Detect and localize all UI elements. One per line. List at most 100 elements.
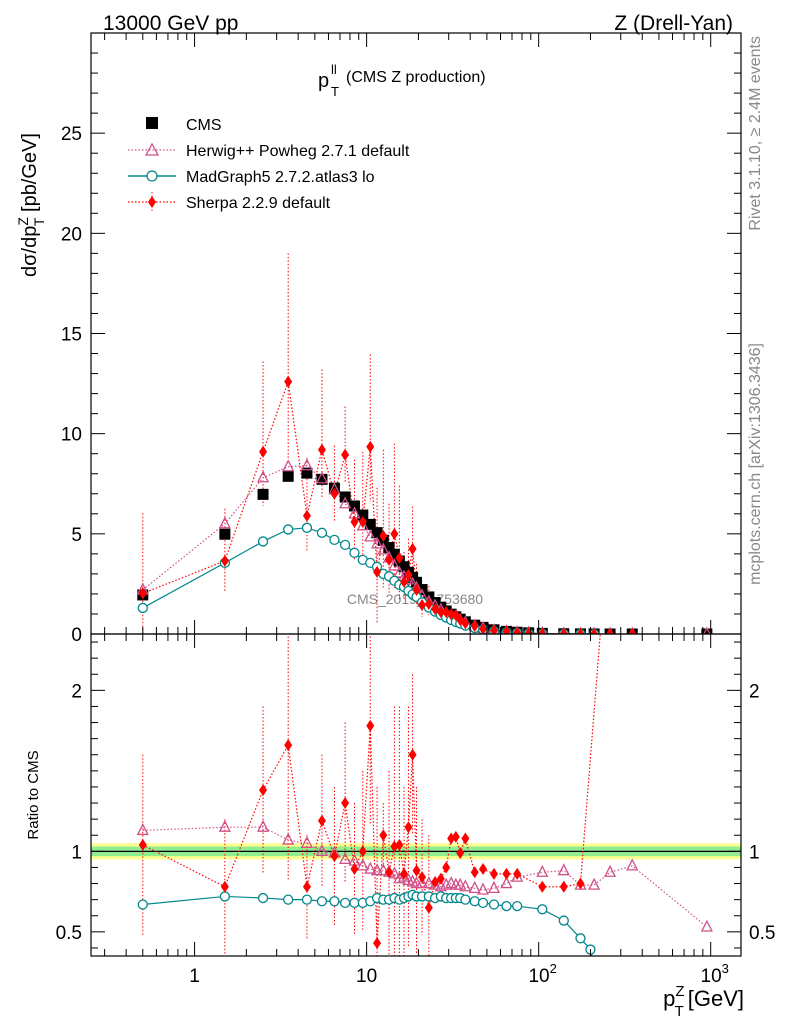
sherpa-point bbox=[412, 583, 421, 596]
title-rest: (CMS Z production) bbox=[346, 69, 486, 86]
legend-madgraph-marker bbox=[146, 170, 158, 182]
herwig-ratio-point bbox=[218, 819, 231, 832]
herwig-ratio-point bbox=[700, 919, 713, 932]
y-tick-label: 0 bbox=[71, 625, 82, 646]
sherpa-point bbox=[502, 625, 511, 634]
title-sub: T bbox=[331, 84, 339, 99]
cms-point bbox=[348, 500, 360, 512]
cms-point bbox=[257, 488, 269, 500]
sherpa-point bbox=[350, 515, 359, 528]
sherpa-point bbox=[373, 565, 382, 578]
sherpa-ratio-point bbox=[461, 832, 470, 845]
legend-cms-marker bbox=[146, 117, 158, 129]
legend-cms-label: CMS bbox=[186, 117, 222, 134]
sherpa-point bbox=[330, 487, 339, 500]
madgraph-point bbox=[339, 539, 351, 551]
x-tick-label-base: 10 bbox=[528, 966, 549, 987]
cms-point bbox=[364, 518, 376, 530]
sherpa-ratio-point bbox=[442, 861, 451, 874]
sherpa-ratio-point bbox=[302, 880, 311, 893]
legend-cms: CMS bbox=[146, 117, 222, 134]
sherpa-point bbox=[628, 627, 637, 634]
xlabel-sup: Z bbox=[675, 983, 684, 1000]
sherpa-ratio-point bbox=[373, 937, 382, 950]
cms-point bbox=[388, 548, 400, 560]
sherpa-point bbox=[395, 551, 404, 564]
sherpa-ratio-point bbox=[259, 784, 268, 797]
sherpa-ratio-point bbox=[379, 829, 388, 842]
x-tick-label-base: 10 bbox=[701, 966, 722, 987]
ratio-frame bbox=[90, 633, 742, 957]
sherpa-point bbox=[259, 445, 268, 458]
svg-text:pZT[GeV]: pZ T[GeV] bbox=[663, 983, 744, 1020]
xlabel-sub: T bbox=[675, 1003, 684, 1020]
herwig-ratio-point bbox=[468, 880, 481, 894]
sherpa-point bbox=[538, 627, 547, 634]
madgraph-ratio-point bbox=[137, 899, 148, 910]
herwig-point bbox=[703, 626, 711, 634]
legend-madgraph: MadGraph5 2.7.2.atlas3 lo bbox=[128, 169, 375, 186]
sherpa-ratio-point bbox=[358, 845, 367, 858]
madgraph-ratio-point bbox=[488, 899, 500, 910]
sherpa-point bbox=[366, 440, 375, 453]
herwig-ratio-point bbox=[339, 851, 352, 865]
legend-sherpa-label: Sherpa 2.2.9 default bbox=[186, 195, 331, 212]
ylabel-b: [pb/GeV] bbox=[19, 133, 41, 218]
sherpa-ratio-point bbox=[408, 748, 417, 761]
sherpa-ratio-point bbox=[479, 863, 488, 876]
ylabel-sup: Z bbox=[15, 217, 31, 226]
sherpa-ratio-point bbox=[366, 719, 375, 732]
sherpa-point bbox=[284, 375, 293, 388]
cms-point bbox=[371, 527, 383, 539]
xlabel: pZ T[GeV] bbox=[663, 983, 744, 1020]
herwig-ratio-point bbox=[282, 832, 295, 845]
cms-point bbox=[701, 628, 713, 634]
cms-point bbox=[383, 541, 395, 553]
herwig-point bbox=[218, 516, 231, 529]
sherpa-point bbox=[302, 509, 311, 522]
energy-label: 13000 GeV pp bbox=[103, 12, 238, 35]
sherpa-ratio-point bbox=[436, 872, 445, 885]
sherpa-ratio-point bbox=[330, 850, 339, 863]
sherpa-point bbox=[559, 627, 568, 634]
cms-point bbox=[398, 561, 410, 573]
xlabel-rest: [GeV] bbox=[688, 986, 744, 1011]
y-tick-label: 15 bbox=[61, 325, 82, 346]
ratio-y-tick-label: 0.5 bbox=[56, 923, 82, 944]
sherpa-point bbox=[390, 527, 399, 540]
herwig-point bbox=[377, 542, 390, 555]
madgraph-ratio-point bbox=[512, 900, 523, 912]
cms-point bbox=[282, 470, 294, 482]
herwig-point bbox=[356, 518, 369, 531]
x-tick-label: 102 bbox=[528, 961, 556, 987]
madgraph-ratio-point bbox=[283, 894, 294, 905]
sherpa-point bbox=[489, 624, 498, 634]
sherpa-ratio-point bbox=[576, 877, 585, 890]
cms-point bbox=[357, 509, 369, 521]
herwig-ratio-point bbox=[500, 876, 513, 889]
sherpa-point bbox=[576, 627, 585, 634]
herwig-point bbox=[300, 458, 314, 471]
cms-point bbox=[219, 528, 231, 540]
herwig-ratio-point bbox=[454, 877, 467, 890]
ratio-y-tick-label-right: 1 bbox=[749, 842, 760, 863]
sherpa-point bbox=[385, 553, 394, 566]
sherpa-ratio-point bbox=[470, 866, 479, 879]
herwig-point bbox=[315, 471, 329, 484]
y-tick-label: 10 bbox=[61, 425, 82, 446]
ratio-y-tick-label: 2 bbox=[71, 681, 82, 702]
sherpa-ratio-point bbox=[220, 880, 229, 893]
sherpa-ratio-point bbox=[395, 838, 404, 851]
sherpa-ratio-point bbox=[404, 821, 413, 834]
madgraph-ratio-point bbox=[469, 896, 480, 907]
herwig-ratio-point bbox=[487, 880, 501, 894]
sherpa-point bbox=[461, 617, 470, 630]
herwig-ratio-point bbox=[364, 861, 377, 874]
herwig-ratio-point bbox=[476, 882, 490, 895]
sherpa-point bbox=[400, 575, 409, 588]
legend-herwig-marker bbox=[144, 142, 160, 156]
sherpa-ratio-point bbox=[456, 846, 465, 859]
madgraph-ratio-point bbox=[590, 960, 599, 969]
